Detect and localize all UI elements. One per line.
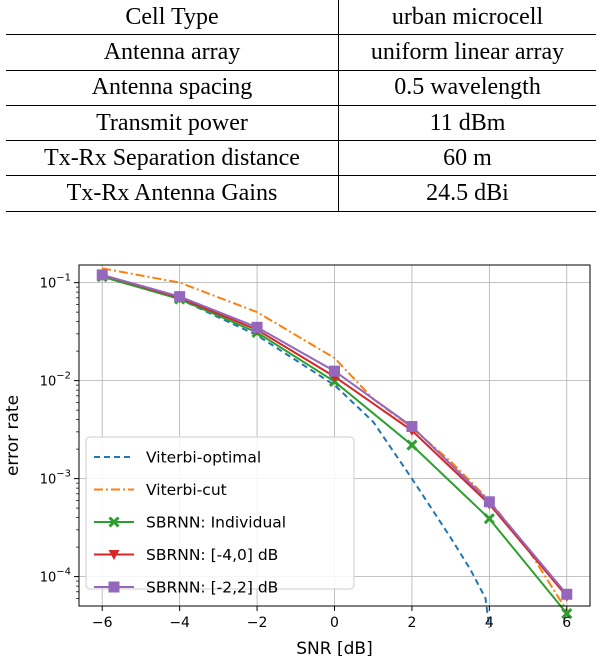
x-axis-label: SNR [dB] — [296, 639, 372, 656]
legend: Viterbi-optimal Viterbi-cut SBRNN: Individ… — [85, 436, 355, 597]
parameter-value-cell: 24.5 dBi — [338, 175, 596, 212]
x-marker — [483, 513, 495, 525]
y-axis-label: error rate — [3, 395, 23, 476]
legend-box — [85, 436, 355, 590]
square-marker — [108, 581, 120, 593]
x-tick-label: −6 — [92, 615, 113, 631]
parameter-table-body: Cell Type urban microcell Antenna array uni… — [6, 0, 596, 212]
y-tick-base: 10 — [40, 473, 57, 488]
legend-entry: SBRNN: Individual — [94, 514, 286, 532]
y-tick-exponent: −2 — [56, 371, 71, 382]
legend-label: SBRNN: Individual — [146, 514, 286, 532]
x-marker — [108, 516, 120, 528]
parameter-name-cell: Antenna spacing — [6, 69, 339, 106]
legend-label: SBRNN: [-2,2] dB — [146, 579, 278, 597]
x-marker — [561, 607, 573, 620]
x-tick-label: −4 — [169, 615, 190, 631]
table-row: Tx-Rx Separation distance 60 m — [6, 140, 596, 176]
table-row: Transmit power 11 dBm — [6, 104, 596, 141]
series-layer — [96, 267, 573, 628]
square-marker — [174, 291, 186, 303]
square-marker — [329, 365, 340, 377]
table-row: Antenna array uniform linear array — [6, 34, 596, 71]
legend-entry: SBRNN: [-4,0] dB — [94, 546, 278, 564]
error-rate-chart: −6 −4 −2 0 2 4 610−110−210−310−4 SNR [dB] erro… — [3, 264, 591, 656]
table-row: Cell Type urban microcell — [6, 0, 596, 35]
x-tick-label: 0 — [330, 615, 339, 631]
y-tick-base: 10 — [40, 375, 57, 390]
legend-entry: Viterbi-cut — [94, 481, 227, 499]
parameter-value-cell: 60 m — [338, 140, 596, 176]
x-marker — [406, 439, 418, 451]
legend-label: Viterbi-optimal — [146, 449, 261, 467]
y-tick-exponent: −1 — [56, 273, 71, 284]
parameter-name-cell: Tx-Rx Antenna Gains — [6, 175, 339, 212]
series-0 — [101, 273, 491, 628]
legend-label: SBRNN: [-4,0] dB — [146, 546, 278, 564]
square-marker — [251, 321, 263, 333]
y-tick-label: 10−1 — [40, 273, 71, 292]
legend-entry: Viterbi-optimal — [94, 449, 261, 467]
x-tick-label: 4 — [485, 615, 494, 631]
parameter-value-cell: urban microcell — [391, 3, 544, 30]
table-row: Antenna spacing 0.5 wavelength — [6, 69, 596, 106]
parameter-value-cell: 11 dBm — [338, 104, 596, 141]
table-row: Tx-Rx Antenna Gains 24.5 dBi — [6, 175, 596, 212]
y-tick-exponent: −3 — [56, 469, 71, 480]
y-tick-exponent: −4 — [56, 567, 71, 578]
tick-layer: −6 −4 −2 0 2 4 610−110−210−310−4 — [40, 273, 572, 631]
x-tick-label: −2 — [247, 615, 268, 631]
parameter-name-cell: Cell Type — [6, 0, 339, 35]
square-marker — [406, 421, 418, 433]
series-4 — [96, 269, 573, 600]
x-tick-label: 2 — [407, 615, 416, 631]
legend-entry: SBRNN: [-2,2] dB — [94, 579, 278, 597]
y-tick-base: 10 — [40, 277, 57, 292]
y-tick-label: 10−3 — [40, 469, 71, 488]
parameter-value-cell: uniform linear array — [338, 34, 596, 71]
x-tick-label: 6 — [562, 615, 571, 631]
square-marker — [561, 588, 573, 600]
triangle-marker — [108, 550, 120, 560]
parameter-name-cell: Transmit power — [6, 104, 339, 141]
legend-label: Viterbi-cut — [146, 481, 227, 499]
parameter-table: Cell Type urban microcell Antenna array uni… — [6, 0, 596, 212]
parameter-name-cell: Antenna array — [6, 34, 339, 71]
y-tick-label: 10−2 — [40, 371, 71, 390]
series-line — [101, 273, 491, 628]
square-marker — [483, 496, 495, 508]
parameter-value-cell: 0.5 wavelength — [338, 69, 596, 106]
square-marker — [96, 269, 108, 281]
y-tick-label: 10−4 — [40, 567, 71, 586]
y-tick-base: 10 — [40, 571, 57, 586]
parameter-name-cell: Tx-Rx Separation distance — [6, 140, 339, 176]
